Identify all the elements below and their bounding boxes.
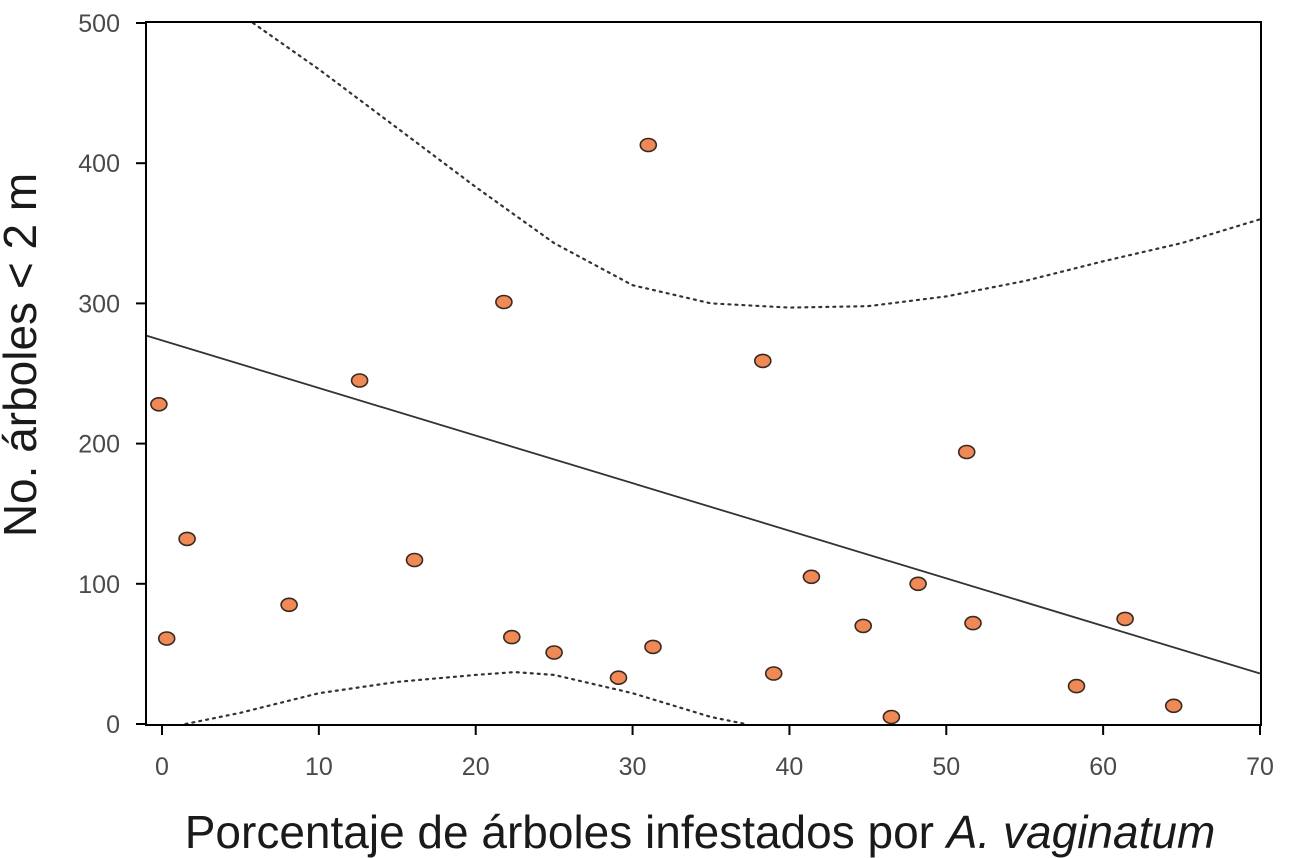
data-point [644,639,662,655]
data-point [280,597,298,613]
data-point [753,353,772,369]
data-point [350,373,369,388]
x-tick-label: 20 [462,753,490,781]
data-point [639,137,658,153]
data-point [405,552,424,568]
data-point [178,531,196,547]
axis-ticks [136,22,1261,735]
plot-frame [145,21,1262,726]
confidence-band-lower [184,670,747,725]
data-point [495,294,513,310]
x-tick-label: 30 [619,753,647,781]
data-point [854,618,873,634]
data-point [1067,678,1086,694]
data-point [609,670,628,686]
y-tick-label: 100 [78,571,120,599]
data-point [802,569,821,585]
data-point [764,666,783,681]
data-point [1116,611,1134,627]
x-axis-title: Porcentaje de árboles infestados por A. … [185,806,1216,858]
data-point [964,615,982,631]
x-tick-label: 40 [776,753,804,781]
regression-line [146,334,1261,675]
tick-labels: 0 10 20 30 40 50 60 70 0 100 200 300 400 500 [78,10,1274,781]
y-tick-label: 200 [78,431,120,459]
y-tick-label: 400 [78,150,120,178]
data-point [909,576,927,592]
x-axis-title-species: A. vaginatum [944,806,1215,858]
data-point [502,629,521,645]
y-tick-label: 0 [106,711,120,739]
x-tick-label: 0 [155,753,169,781]
confidence-band-upper [251,22,1261,309]
data-point [150,396,168,412]
x-axis-title-main: Porcentaje de árboles infestados por [185,806,934,858]
y-axis-title: No. árboles < 2 m [0,173,46,537]
data-point [545,645,563,660]
y-tick-label: 500 [78,10,120,38]
x-tick-label: 60 [1089,753,1117,781]
x-tick-label: 50 [932,753,960,781]
data-point [957,444,976,460]
x-tick-label: 70 [1246,753,1274,781]
data-point [157,631,176,646]
data-point [882,709,901,725]
y-tick-label: 300 [78,290,120,318]
plot-area [146,22,1261,725]
data-point [1164,698,1183,714]
x-tick-label: 10 [305,753,333,781]
